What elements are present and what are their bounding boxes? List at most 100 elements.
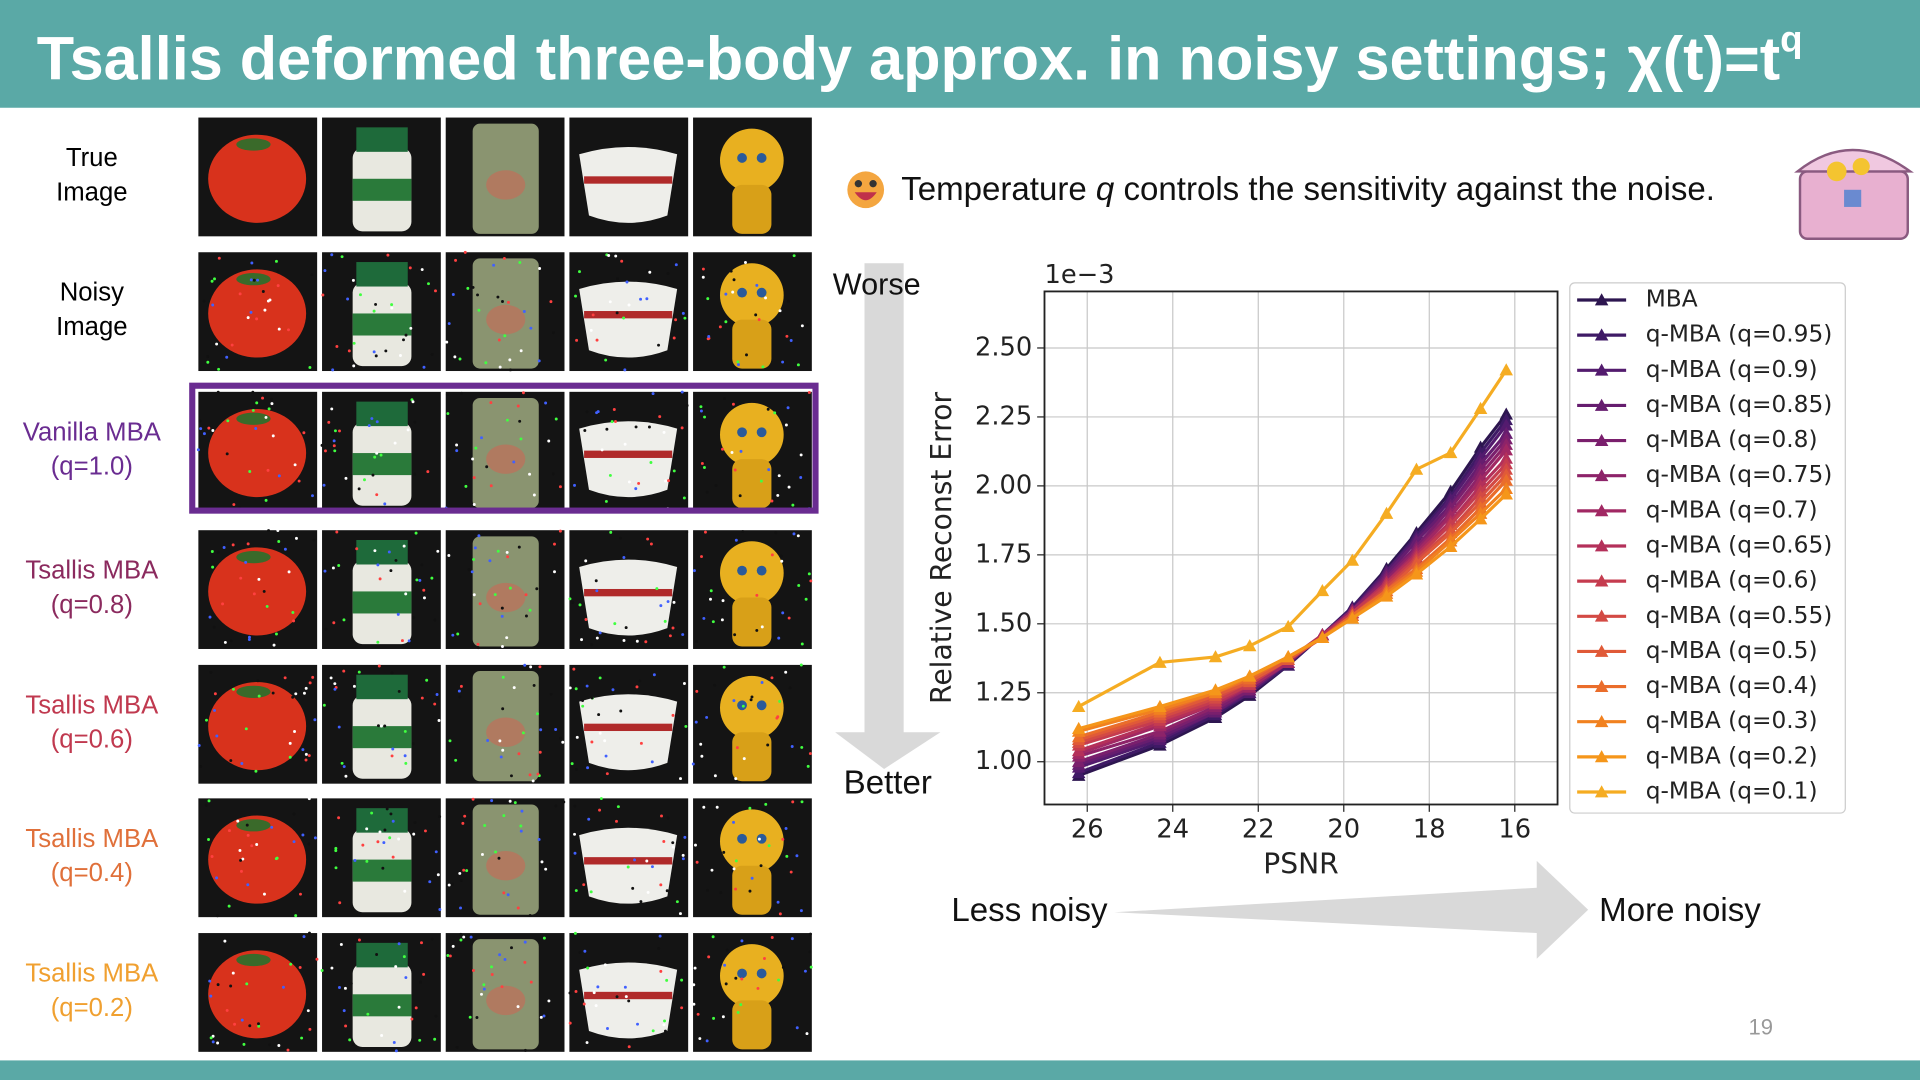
noise-dot	[400, 639, 404, 643]
noise-dot	[659, 604, 663, 608]
noise-dot	[668, 634, 672, 638]
noise-dot	[399, 354, 402, 357]
noise-dot	[502, 814, 506, 818]
noise-dot	[713, 683, 717, 687]
noise-dot	[469, 935, 473, 939]
noise-dot	[390, 754, 394, 758]
noise-dot	[474, 446, 478, 450]
marker	[1242, 639, 1257, 652]
noise-dot	[655, 587, 659, 591]
cap	[356, 401, 408, 427]
noise-dot	[482, 983, 486, 987]
logo	[486, 851, 526, 881]
noise-dot	[575, 338, 579, 342]
arrow-label: Less noisy	[951, 892, 1108, 929]
noise-dot	[404, 761, 408, 765]
noise-dot	[409, 326, 413, 330]
noise-dot	[763, 957, 766, 960]
noise-dot	[740, 939, 744, 943]
marker	[1379, 506, 1394, 519]
noise-dot	[790, 937, 794, 941]
noise-dot	[485, 465, 489, 469]
noise-dot	[335, 344, 339, 348]
marker	[1315, 630, 1330, 643]
noise-dot	[614, 254, 618, 258]
noise-dot	[724, 320, 728, 324]
noise-dot	[458, 871, 462, 875]
noise-dot	[454, 758, 458, 762]
image-cell	[198, 931, 319, 1052]
eye	[737, 287, 747, 298]
noise-dot	[484, 361, 488, 365]
noise-dot	[446, 954, 450, 957]
noise-dot	[197, 744, 201, 747]
noise-dot	[580, 638, 584, 642]
image-cell	[569, 252, 689, 372]
noise-dot	[212, 625, 216, 629]
noise-dot	[430, 576, 434, 580]
noise-dot	[681, 311, 685, 315]
noise-dot	[209, 670, 213, 674]
noise-dot	[799, 453, 803, 457]
noise-dot	[701, 275, 705, 279]
noise-dot	[229, 639, 233, 643]
noise-dot	[420, 696, 424, 700]
noise-dot	[206, 360, 210, 364]
eye	[756, 153, 767, 163]
band	[352, 313, 412, 336]
noise-dot	[681, 857, 685, 861]
noise-dot	[277, 327, 281, 331]
noise-dot	[381, 866, 385, 870]
noise-dot	[342, 618, 346, 622]
noise-dot	[649, 542, 653, 546]
noise-dot	[384, 349, 388, 353]
noise-dot	[787, 616, 791, 620]
eye	[737, 833, 747, 844]
noise-dot	[506, 555, 510, 559]
noise-dot	[680, 390, 684, 394]
noise-dot	[502, 256, 506, 260]
noise-dot	[223, 640, 227, 644]
noise-dot	[337, 564, 341, 567]
note-text: controls the sensitivity against the noi…	[1114, 171, 1715, 208]
noise-dot	[334, 866, 338, 870]
noise-dot	[761, 365, 765, 369]
noise-dot	[425, 678, 429, 682]
noise-dot	[211, 1034, 215, 1038]
noise-dot	[277, 474, 281, 478]
noise-dot	[778, 699, 782, 703]
marker	[1153, 699, 1167, 712]
noise-dot	[521, 731, 525, 735]
noise-dot	[352, 684, 356, 688]
noise-dot	[685, 530, 689, 534]
noise-dot	[426, 470, 430, 474]
noise-dot	[210, 550, 214, 553]
noise-dot	[650, 760, 654, 764]
noise-dot	[267, 407, 271, 411]
noise-dot	[709, 597, 712, 601]
image-cell	[320, 933, 441, 1053]
noise-dot	[634, 487, 638, 491]
noise-dot	[293, 463, 297, 467]
noise-dot	[238, 292, 242, 296]
row-label: Tsallis MBA	[25, 959, 159, 987]
noise-dot	[808, 752, 812, 756]
noise-dot	[757, 318, 761, 322]
marker	[1409, 462, 1424, 475]
noise-dot	[299, 892, 302, 896]
noise-dot	[702, 616, 706, 620]
noise-dot	[213, 277, 216, 281]
noise-dot	[598, 676, 602, 680]
noise-dot	[217, 256, 221, 260]
noise-dot	[365, 859, 369, 863]
noise-dot	[800, 642, 804, 646]
marker	[1379, 589, 1394, 602]
image-cell	[692, 530, 813, 649]
noise-dot	[627, 999, 631, 1003]
noise-dot	[508, 586, 512, 590]
noise-dot	[223, 939, 227, 943]
noise-dot	[394, 558, 398, 562]
noise-dot	[742, 757, 746, 761]
noise-dot	[344, 774, 348, 778]
noise-dot	[808, 932, 812, 936]
